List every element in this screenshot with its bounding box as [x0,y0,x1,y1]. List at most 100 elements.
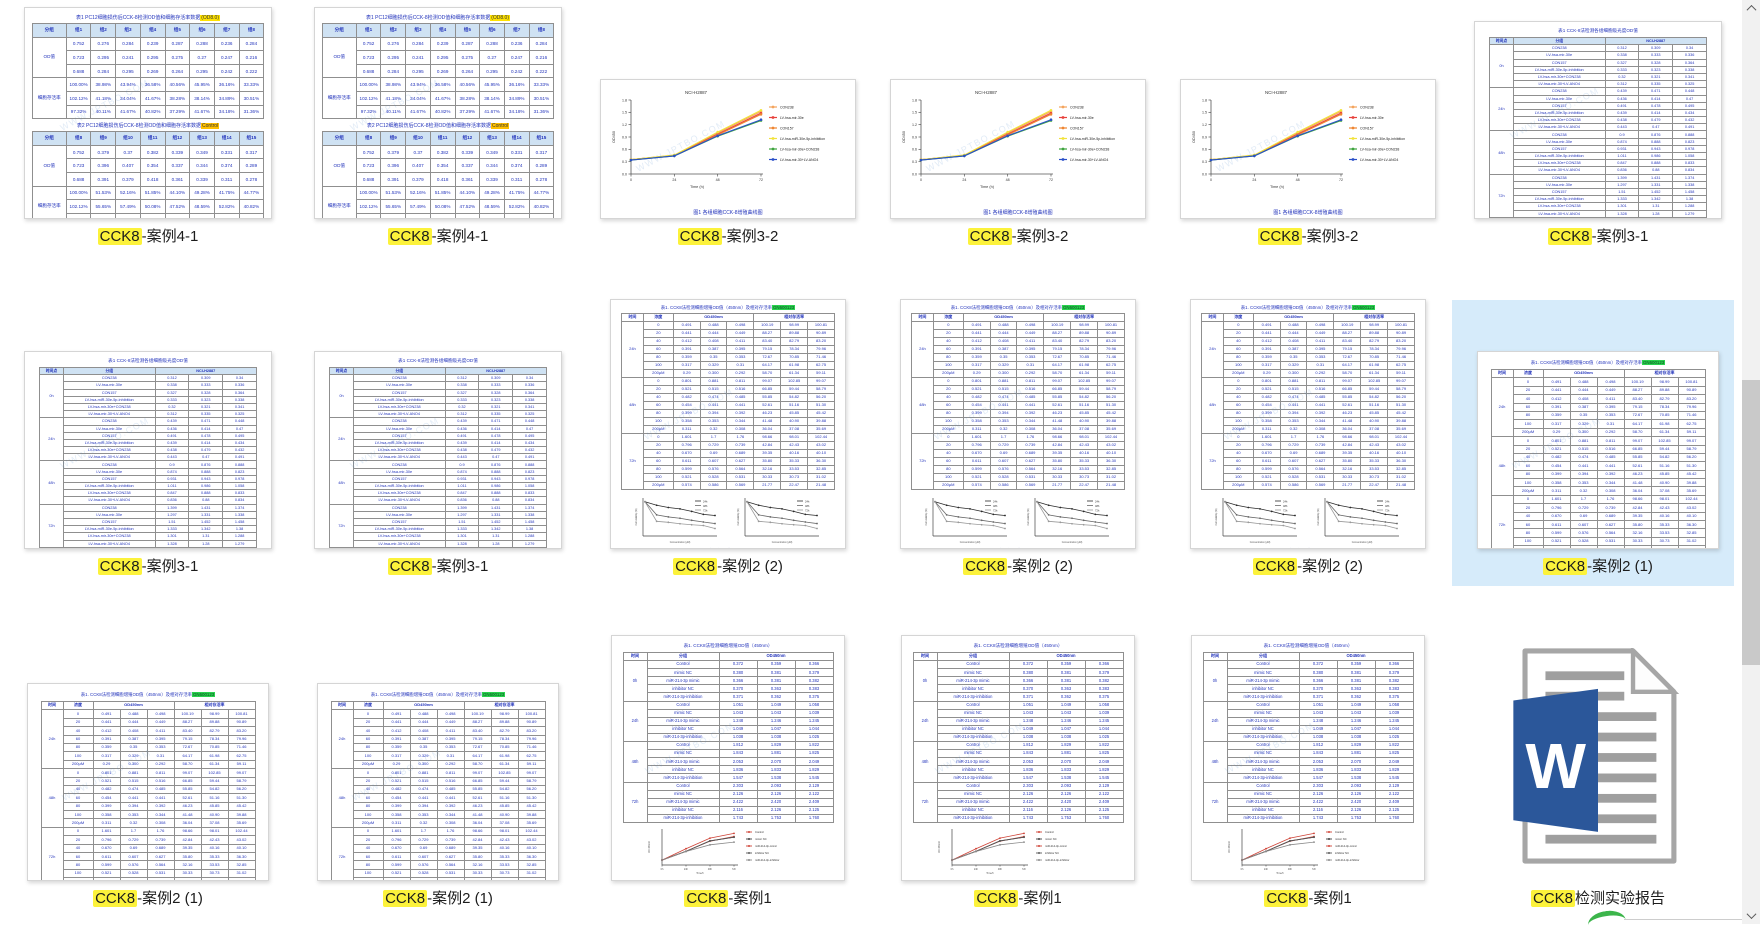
table-cell: 1.049 [1008,724,1048,734]
file-item[interactable]: 表1 CCK-8法检测各组细胞吸光度OD值 时间点 分组 NCI-H2887 0h CON… [293,262,583,592]
file-name-rest: -案例1 [1018,890,1062,907]
table-cell: 51.25% [90,212,117,218]
vertical-scrollbar[interactable] [1742,0,1760,924]
file-item[interactable]: 表1. CCK8法检测细胞增殖OD值（450nm） 时间 分组 OD450nm 0h Co… [1163,592,1453,924]
table-cell: 0.688 [355,171,382,187]
file-item[interactable]: W CCK8 检测实验报告 [1453,592,1743,924]
table-cell: 1.881 [756,749,796,759]
svg-text:OD450: OD450 [1192,131,1196,143]
file-item[interactable]: 表1. CCK8法检测细胞增殖OD值（450nm）及相对存活率GN600123 时… [1163,262,1453,592]
scrollbar-thumb[interactable] [1742,380,1760,665]
table-cell: 21.48 [1097,481,1125,490]
file-name-label: CCK8 -案例3-2 [967,227,1068,246]
table-header-cell: 组7 [213,23,240,38]
table-cell: LV-hsa-mir-30+LV-ANO4 [352,539,446,548]
file-item[interactable]: 表1. CCK8法检测细胞增殖OD值（450nm）及相对存活率GN600123 时… [583,262,873,592]
scroll-up-button[interactable] [1742,0,1760,17]
table-cell: 1.881 [1046,749,1086,759]
table-cell: 38.14% [479,90,505,106]
table-cell: 20 [932,385,964,394]
table-cell: 0.443 [154,453,190,462]
table-cell: 0.521 [962,385,991,394]
file-item[interactable]: NCI-H2887 0.0 0.3 0.6 0.9 1.2 1.5 1.8 0 24 48 72 OD4… [583,0,873,262]
table-cell: 0.300 [1279,369,1308,378]
table-cell: 0.627 [1596,520,1625,530]
table-cell: 55.85 [1043,393,1072,402]
table-cell: 1.051 [718,700,758,710]
table-cell: 1.431 [1638,173,1674,182]
table-cell: 0.361 [454,171,481,187]
table-cell: 0.47 [478,453,514,462]
table-cell: 40 [932,337,964,346]
table-cell: 0.344 [1596,478,1625,488]
file-item[interactable]: 表1. CCK8法检测细胞增殖OD值（450nm）及相对存活率GN600123 时… [293,592,583,924]
table-header-cell: 分组 [31,131,67,146]
table-cell: 0.576 [989,465,1018,474]
table-cell: CON238 [352,503,446,512]
table-cell: 40.10 [1097,449,1125,458]
table-cell: 40 [642,449,674,458]
table-cell: 45.85 [1070,409,1099,418]
table-cell: 0.300 [409,759,438,770]
svg-text:0: 0 [1210,178,1212,182]
table-cell: 80 [1512,469,1544,480]
file-item[interactable]: 表1. CCK8法检测细胞增殖OD值（450nm）及相对存活率GN600123 时… [1452,262,1743,592]
table-cell: 56.20 [1387,393,1415,402]
file-item[interactable]: 表1. CCK8法检测细胞增殖OD值（450nm）及相对存活率GN600123 时… [3,592,293,924]
table-cell: 102.44 [517,826,546,837]
svg-text:Concentration (μM): Concentration (μM) [1352,541,1373,544]
table-cell: 2.122 [794,789,834,799]
table-cell: 1.547 [1008,773,1048,783]
table-cell: LV-hsa-mir-30+LV-ANO4 [352,453,446,462]
file-item[interactable]: 表1. CCK8法检测细胞增殖OD值（450nm）及相对存活率GN600123 时… [873,262,1163,592]
table-cell: 90.89 [1097,329,1125,338]
file-item[interactable]: 表1 CCK-8法检测各组细胞吸光度OD值 时间点 分组 NCI-H2887 0h CON… [3,262,293,592]
table-cell: 59.11 [1097,369,1125,378]
table-cell: 0.284 [405,36,431,52]
table-cell: 0.289 [528,158,555,173]
document-thumbnail-table-curve: 表1. CCK8法检测细胞增殖OD值（450nm） 时间 分组 OD450nm 0h Co… [901,635,1135,881]
table-cell: 71.46 [517,742,546,753]
table-cell: 0.264 [164,63,191,79]
svg-text:72h: 72h [703,508,708,512]
table-header-cell: 浓度 [642,313,674,322]
table-cell: 0.488 [989,321,1018,330]
table-cell: 0.312 [154,410,190,419]
group-name-cell: 24h [1202,700,1228,743]
table-cell: Control [936,660,1010,670]
table-cell: 0.531 [1306,473,1335,482]
table-cell: 80 [1222,353,1254,362]
file-item[interactable]: 表1 PC12细胞损伤后CCK-8检测OD值和细胞存活率数据(OD8.0) 分组组… [3,0,293,262]
table-cell: 20 [642,385,674,394]
table-cell: 0.414 [478,424,514,433]
svg-text:OD 450nm: OD 450nm [648,841,651,853]
table-header-cell: 分组 [62,366,156,376]
table-cell: 1.338 [1672,180,1707,189]
file-item[interactable]: 表1 CCK-8法检测各组细胞吸光度OD值 时间点 分组 NCI-H2887 0h CON… [1453,0,1743,262]
file-item[interactable]: NCI-H2887 0.0 0.3 0.6 0.9 1.2 1.5 1.8 0 24 48 72 OD4… [873,0,1163,262]
table-cell: 1.374 [222,503,257,512]
table-header-cell: 组12 [454,131,481,146]
table-cell: 59.44 [780,385,809,394]
table-cell: 42.43 [1360,441,1389,450]
table-cell: 64.17 [753,361,782,370]
table-cell: 0.278 [238,171,265,187]
table-cell: 0.833 [512,489,547,498]
file-item[interactable]: 表1. CCK8法检测细胞增殖OD值（450nm） 时间 分组 OD450nm 0h Co… [583,592,873,924]
file-item[interactable]: 表1. CCK8法检测细胞增殖OD值（450nm） 时间 分组 OD450nm 0h Co… [873,592,1163,924]
table-cell: LV-hsa-mir-30e+CON238 [352,402,446,412]
table-cell: 0.9 [444,460,480,469]
table-cell: 32.16 [1623,528,1652,538]
table-cell: 0.688 [65,63,92,79]
search-highlighted-text: CCK8 [1530,890,1575,907]
table-cell: 1.452 [188,517,224,527]
table-cell: 60 [352,852,384,862]
table-cell: LV-hsa-mir-30+LV-ANO4 [1512,123,1606,132]
file-item[interactable]: 表1 PC12细胞损伤后CCK-8检测OD值和细胞存活率数据(OD8.0) 分组组… [293,0,583,262]
table-cell: 21.48 [1387,481,1415,490]
table-cell: 2.129 [794,781,834,791]
scroll-down-button[interactable] [1742,907,1760,924]
svg-text:72h: 72h [993,508,998,512]
file-item[interactable]: NCI-H2887 0.0 0.3 0.6 0.9 1.2 1.5 1.8 0 24 48 72 OD4… [1163,0,1453,262]
table-cell: 0.399 [1542,469,1571,480]
